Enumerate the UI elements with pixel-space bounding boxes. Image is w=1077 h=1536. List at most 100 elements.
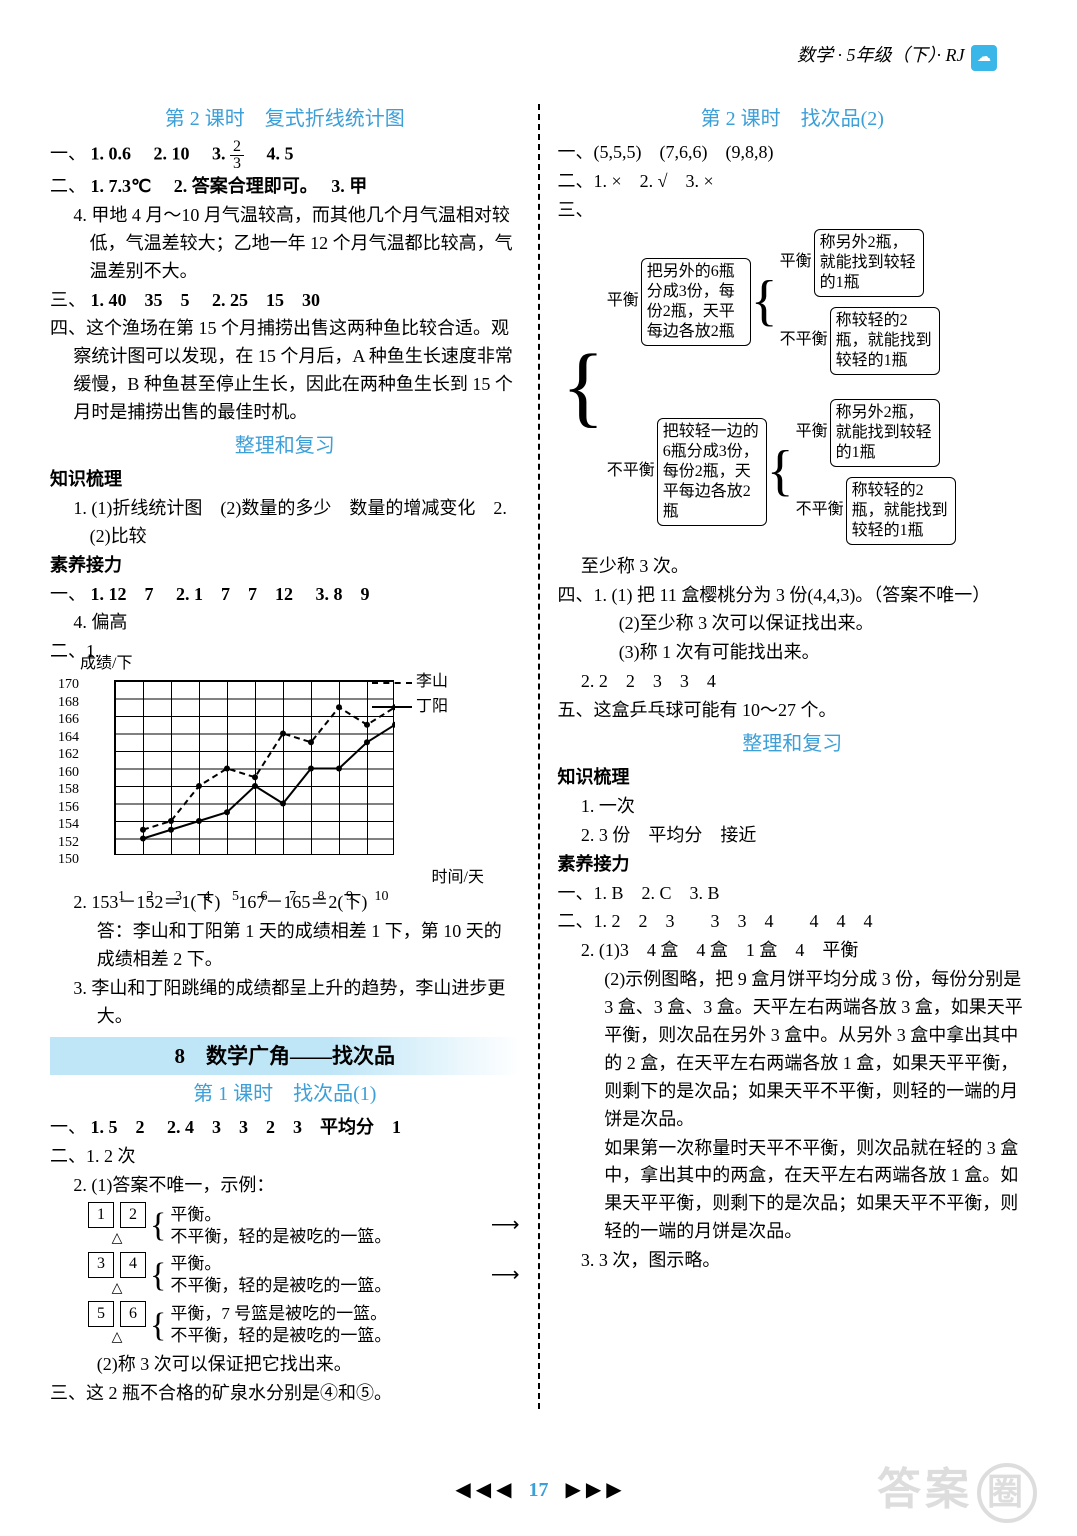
- knowledge-heading: 知识梳理: [558, 764, 1028, 792]
- two-column-layout: 第 2 课时 复式折线统计图 一、 1. 0.6 2. 10 3. 23 4. …: [50, 100, 1027, 1409]
- answer: 2. 25 15 30: [212, 290, 320, 310]
- label: 一、: [50, 1117, 86, 1137]
- brace-icon: {: [767, 452, 794, 491]
- y-ticks: 170 168 166 164 162 160 158 156 154 152 …: [58, 678, 79, 871]
- tick: 168: [58, 696, 79, 714]
- brace-icon: {: [150, 1212, 166, 1239]
- tick: 162: [58, 748, 79, 766]
- skill-2-2b: 答：李山和丁阳第 1 天的成绩相差 1 下，第 10 天的成绩相差 2 下。: [50, 918, 520, 974]
- r-sk2-2c: 如果第一次称量时天平不平衡，则次品就在轻的 3 盒中，拿出其中的两盒，在天平左右…: [558, 1135, 1028, 1247]
- branch-label: 不平衡: [780, 328, 828, 353]
- left-column: 第 2 课时 复式折线统计图 一、 1. 0.6 2. 10 3. 23 4. …: [50, 100, 520, 1409]
- tree-branch-balanced: 平衡 把另外的6瓶分成3份，每份2瓶，天平每边各放2瓶 { 平衡 称另外2瓶，就…: [605, 229, 956, 375]
- tree-leaf: 平衡 称另外2瓶，就能找到较轻的1瓶: [794, 399, 956, 467]
- brace-icon: {: [562, 360, 605, 414]
- dingyang-line: [143, 725, 395, 839]
- tree-level2: 平衡 称另外2瓶，就能找到较轻的1瓶 不平衡 称较轻的2瓶，就能找到较轻的1瓶: [794, 399, 956, 545]
- tick: 3: [175, 886, 182, 908]
- weigh-row: 1 2 △ { 平衡。 不平衡，轻的是被吃的一篮。 ⟶: [88, 1202, 520, 1250]
- label: 三、: [50, 290, 86, 310]
- answer: 1. 12 7: [91, 584, 154, 604]
- branch-label: 不平衡: [796, 498, 844, 523]
- unbalanced-text: 不平衡，轻的是被吃的一篮。: [170, 1227, 391, 1246]
- r-s4-1: 四、1. (1) 把 11 盒樱桃分为 3 份(4,4,3)。（答案不唯一）: [558, 582, 1028, 610]
- tick: 154: [58, 818, 79, 836]
- tree-leaf: 不平衡 称较轻的2瓶，就能找到较轻的1瓶: [778, 307, 940, 375]
- fraction: 23: [230, 139, 244, 172]
- answer: 1. 40 35 5: [91, 290, 190, 310]
- legend-label: 丁阳: [416, 698, 448, 715]
- box-num: 6: [120, 1301, 146, 1327]
- tick: 164: [58, 731, 79, 749]
- chart-grid: [114, 680, 394, 855]
- tick: 156: [58, 801, 79, 819]
- branch-label: 平衡: [780, 250, 812, 275]
- tick: 8: [318, 886, 325, 908]
- label: 二、: [50, 176, 86, 196]
- branch-label: 平衡: [796, 420, 828, 445]
- weigh-diagram: 1 2 △ { 平衡。 不平衡，轻的是被吃的一篮。 ⟶ 3 4: [50, 1202, 520, 1349]
- c1-s2-2b: (2)称 3 次可以保证把它找出来。: [50, 1351, 520, 1379]
- tick: 158: [58, 783, 79, 801]
- r-sk2-3: 3. 3 次，图示略。: [558, 1247, 1028, 1275]
- balance-icon: △: [88, 1278, 146, 1300]
- y-axis-label: 成绩/下: [80, 652, 132, 677]
- balanced-text: 平衡。: [170, 1205, 221, 1224]
- knowledge-heading: 知识梳理: [50, 466, 520, 494]
- tree-level2: 平衡 称另外2瓶，就能找到较轻的1瓶 不平衡 称较轻的2瓶，就能找到较轻的1瓶: [778, 229, 940, 375]
- answer: 3. 甲: [331, 176, 367, 196]
- r-sk2-2b: (2)示例图略，把 9 盒月饼平均分成 3 份，每份分别是 3 盒、3 盒、3 …: [558, 966, 1028, 1133]
- label: 一、: [50, 144, 86, 164]
- c1-s3: 三、这 2 瓶不合格的矿泉水分别是④和⑤。: [50, 1380, 520, 1408]
- review-title: 整理和复习: [50, 431, 520, 462]
- tree-box: 称较轻的2瓶，就能找到较轻的1瓶: [830, 307, 940, 375]
- r-s1: 一、(5,5,5) (7,6,6) (9,8,8): [558, 139, 1028, 167]
- r-s2: 二、1. × 2. √ 3. ×: [558, 168, 1028, 196]
- section-4: 四、这个渔场在第 15 个月捕捞出售这两种鱼比较合适。观察统计图可以发现，在 1…: [50, 315, 520, 427]
- tick: 5: [232, 886, 239, 908]
- answer: 1. 5 2: [91, 1117, 145, 1137]
- answer: 4. 5: [267, 144, 294, 164]
- balanced-text: 平衡。: [170, 1254, 221, 1273]
- legend-label: 李山: [416, 673, 448, 690]
- line-chart: 成绩/下 李山 丁阳 170 168 166 164 162 160 158 1…: [88, 672, 418, 887]
- arrow-icon: ⟶: [491, 1210, 520, 1241]
- footer-right-arrows: ▶ ▶ ▶: [566, 1479, 622, 1501]
- arrow-icon: ⟶: [491, 1260, 520, 1291]
- footer-left-arrows: ◀ ◀ ◀: [455, 1479, 511, 1501]
- answer: 1. 0.6: [91, 144, 132, 164]
- tree-diagram: { 平衡 把另外的6瓶分成3份，每份2瓶，天平每边各放2瓶 { 平衡 称另外2瓶…: [562, 229, 1028, 545]
- tick: 170: [58, 678, 79, 696]
- tick: 150: [58, 853, 79, 871]
- box-num: 2: [120, 1202, 146, 1228]
- r-sk1: 一、1. B 2. C 3. B: [558, 880, 1028, 908]
- review-title: 整理和复习: [558, 729, 1028, 760]
- answer: 2. 4 3 3 2 3 平均分 1: [167, 1117, 401, 1137]
- r-s4-1b: (2)至少称 3 次可以保证找出来。: [558, 610, 1028, 638]
- lesson-title: 第 2 课时 找次品(2): [558, 104, 1028, 135]
- box-num: 5: [88, 1301, 114, 1327]
- lesson-title: 第 2 课时 复式折线统计图: [50, 104, 520, 135]
- tick: 7: [289, 886, 296, 908]
- tick: 2: [147, 886, 154, 908]
- unbalanced-text: 不平衡，轻的是被吃的一篮。: [170, 1326, 391, 1345]
- header-badge: ☁: [971, 45, 997, 71]
- tree-box: 称另外2瓶，就能找到较轻的1瓶: [830, 399, 940, 467]
- answer: 3.: [212, 144, 230, 164]
- branch-label: 不平衡: [607, 459, 655, 484]
- r-s3-prefix: 三、: [558, 197, 1028, 225]
- box-num: 1: [88, 1202, 114, 1228]
- tick: 166: [58, 713, 79, 731]
- tick: 1: [118, 886, 125, 908]
- label: 一、: [50, 584, 86, 604]
- r-sk2-1: 二、1. 2 2 3 3 3 4 4 4 4: [558, 908, 1028, 936]
- skill-heading: 素养接力: [50, 552, 520, 580]
- chart-svg: [115, 681, 395, 856]
- brace-icon: {: [751, 282, 778, 321]
- header-text: 数学 · 5年级（下）· RJ: [797, 45, 964, 65]
- brace-icon: {: [150, 1312, 166, 1339]
- tick: 160: [58, 766, 79, 784]
- tick: 9: [346, 886, 353, 908]
- x-axis-label: 时间/天: [432, 866, 484, 891]
- balanced-text: 平衡，7 号篮是被吃的一篮。: [170, 1304, 387, 1323]
